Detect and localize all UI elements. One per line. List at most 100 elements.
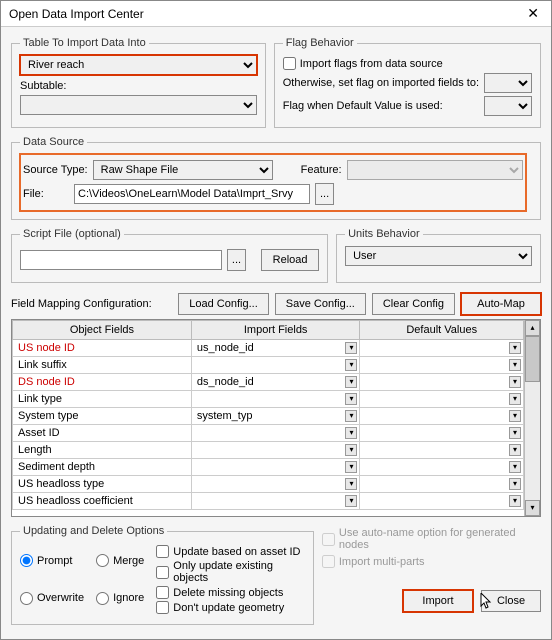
update-check[interactable]: Don't update geometry — [156, 601, 305, 614]
dropdown-icon[interactable]: ▾ — [509, 410, 521, 422]
multi-parts-check: Import multi-parts — [322, 555, 541, 568]
default-value-cell[interactable]: ▾ — [360, 476, 524, 493]
update-check[interactable]: Delete missing objects — [156, 586, 305, 599]
feature-select[interactable] — [347, 160, 523, 180]
table-row: US headloss type ▾ ▾ — [13, 476, 524, 493]
scroll-down-icon[interactable]: ▾ — [525, 500, 540, 516]
update-check[interactable]: Update based on asset ID — [156, 545, 305, 558]
dropdown-icon[interactable]: ▾ — [345, 342, 357, 354]
dropdown-icon[interactable]: ▾ — [345, 376, 357, 388]
mapping-table: Object FieldsImport FieldsDefault Values… — [11, 319, 541, 517]
default-value-cell[interactable]: ▾ — [360, 459, 524, 476]
dropdown-icon[interactable]: ▾ — [509, 444, 521, 456]
dropdown-icon[interactable]: ▾ — [345, 359, 357, 371]
dropdown-icon[interactable]: ▾ — [509, 342, 521, 354]
default-value-cell[interactable]: ▾ — [360, 425, 524, 442]
table-row: Asset ID ▾ ▾ — [13, 425, 524, 442]
dropdown-icon[interactable]: ▾ — [509, 393, 521, 405]
script-input[interactable] — [20, 250, 222, 270]
default-flag-select[interactable] — [484, 96, 532, 116]
import-field-cell[interactable]: ds_node_id▾ — [191, 374, 360, 391]
scroll-up-icon[interactable]: ▴ — [525, 320, 540, 336]
feature-label: Feature: — [301, 164, 342, 176]
units-select[interactable]: User — [345, 246, 532, 266]
mapping-label: Field Mapping Configuration: — [11, 298, 172, 310]
cursor-icon — [480, 593, 494, 611]
default-value-cell[interactable]: ▾ — [360, 408, 524, 425]
data-source-group: Data Source Source Type: Raw Shape File … — [11, 136, 541, 220]
import-field-cell[interactable]: ▾ — [191, 391, 360, 408]
file-browse-button[interactable]: ... — [315, 183, 334, 205]
table-row: US headloss coefficient ▾ ▾ — [13, 493, 524, 510]
table-row: System typesystem_typ▾▾ — [13, 408, 524, 425]
object-field-cell: Length — [13, 442, 192, 459]
object-field-cell: US headloss type — [13, 476, 192, 493]
import-field-cell[interactable]: us_node_id▾ — [191, 340, 360, 357]
default-value-cell[interactable]: ▾ — [360, 493, 524, 510]
window-title: Open Data Import Center — [9, 7, 523, 21]
close-icon[interactable]: ✕ — [523, 5, 543, 22]
import-field-cell[interactable]: ▾ — [191, 442, 360, 459]
table-import-legend: Table To Import Data Into — [20, 37, 149, 49]
update-radio-merge[interactable]: Merge — [96, 545, 144, 577]
file-input[interactable] — [74, 184, 310, 204]
object-field-cell: US node ID — [13, 340, 192, 357]
import-field-cell[interactable]: ▾ — [191, 357, 360, 374]
update-check[interactable]: Only update existing objects — [156, 560, 305, 584]
update-radio-ignore[interactable]: Ignore — [96, 583, 144, 615]
import-field-cell[interactable]: system_typ▾ — [191, 408, 360, 425]
subtable-select[interactable] — [20, 95, 257, 115]
dropdown-icon[interactable]: ▾ — [345, 427, 357, 439]
import-field-cell[interactable]: ▾ — [191, 476, 360, 493]
script-browse-button[interactable]: ... — [227, 249, 246, 271]
auto-map-button[interactable]: Auto-Map — [461, 293, 541, 315]
update-group: Updating and Delete Options PromptMergeO… — [11, 525, 314, 625]
close-button[interactable]: Close — [481, 590, 541, 612]
otherwise-label: Otherwise, set flag on imported fields t… — [283, 77, 479, 89]
table-select[interactable]: River reach — [20, 55, 257, 75]
dropdown-icon[interactable]: ▾ — [345, 461, 357, 473]
script-group: Script File (optional) ... Reload — [11, 228, 328, 283]
scroll-thumb[interactable] — [525, 336, 540, 382]
table-row: US node IDus_node_id▾▾ — [13, 340, 524, 357]
table-row: Sediment depth▾▾ — [13, 459, 524, 476]
otherwise-select[interactable] — [484, 73, 532, 93]
dropdown-icon[interactable]: ▾ — [345, 410, 357, 422]
dropdown-icon[interactable]: ▾ — [509, 495, 521, 507]
scrollbar[interactable]: ▴ ▾ — [524, 320, 540, 516]
import-field-cell[interactable]: ▾ — [191, 425, 360, 442]
object-field-cell: Asset ID — [13, 425, 192, 442]
dropdown-icon[interactable]: ▾ — [509, 461, 521, 473]
content: Table To Import Data Into River reach Su… — [1, 27, 551, 639]
source-type-label: Source Type: — [23, 164, 88, 176]
dropdown-icon[interactable]: ▾ — [509, 478, 521, 490]
source-type-select[interactable]: Raw Shape File — [93, 160, 273, 180]
import-flags-check[interactable]: Import flags from data source — [283, 57, 532, 70]
import-button[interactable]: Import — [403, 590, 473, 612]
update-radio-prompt[interactable]: Prompt — [20, 545, 84, 577]
default-value-cell[interactable]: ▾ — [360, 374, 524, 391]
update-radio-overwrite[interactable]: Overwrite — [20, 583, 84, 615]
default-flag-label: Flag when Default Value is used: — [283, 100, 479, 112]
clear-config-button[interactable]: Clear Config — [372, 293, 455, 315]
import-field-cell[interactable]: ▾ — [191, 459, 360, 476]
save-config-button[interactable]: Save Config... — [275, 293, 366, 315]
dropdown-icon[interactable]: ▾ — [509, 427, 521, 439]
load-config-button[interactable]: Load Config... — [178, 293, 269, 315]
default-value-cell[interactable]: ▾ — [360, 357, 524, 374]
object-field-cell: US headloss coefficient — [13, 493, 192, 510]
import-field-cell[interactable]: ▾ — [191, 493, 360, 510]
dropdown-icon[interactable]: ▾ — [509, 376, 521, 388]
object-field-cell: Link type — [13, 391, 192, 408]
dropdown-icon[interactable]: ▾ — [345, 478, 357, 490]
dropdown-icon[interactable]: ▾ — [345, 495, 357, 507]
dropdown-icon[interactable]: ▾ — [345, 444, 357, 456]
dropdown-icon[interactable]: ▾ — [345, 393, 357, 405]
object-field-cell: Link suffix — [13, 357, 192, 374]
table-row: DS node IDds_node_id▾▾ — [13, 374, 524, 391]
default-value-cell[interactable]: ▾ — [360, 442, 524, 459]
dropdown-icon[interactable]: ▾ — [509, 359, 521, 371]
default-value-cell[interactable]: ▾ — [360, 340, 524, 357]
default-value-cell[interactable]: ▾ — [360, 391, 524, 408]
reload-button[interactable]: Reload — [261, 249, 319, 271]
